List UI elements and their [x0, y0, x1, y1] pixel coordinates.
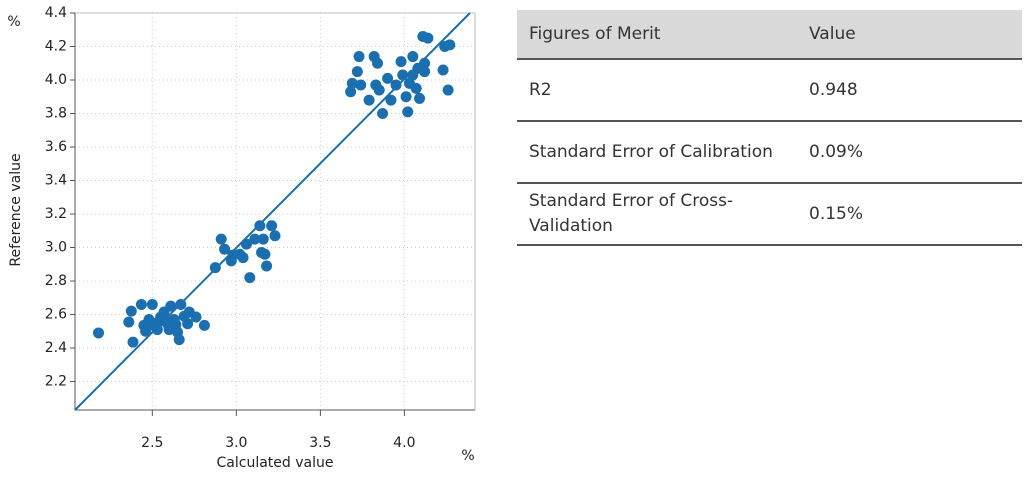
cell: 0.15% [797, 183, 1022, 246]
cell: 0.09% [797, 121, 1022, 184]
point [397, 69, 409, 81]
point [402, 106, 414, 118]
point [209, 262, 221, 274]
point [240, 238, 252, 250]
y-tick-label: 3.8 [45, 106, 67, 122]
header-cell: Value [797, 10, 1022, 60]
cell: R2 [517, 59, 797, 122]
point [190, 311, 202, 323]
chart: Calculated value Reference value % % 2.2… [7, 5, 476, 471]
y-tick-label: 4.4 [45, 5, 67, 21]
y-tick-label: 3.0 [45, 240, 67, 256]
point [419, 66, 431, 78]
x-tick-label: 3.0 [225, 435, 247, 451]
y-tick-label: 3.2 [45, 206, 67, 222]
point [135, 298, 147, 310]
point [382, 72, 394, 84]
row: Standard Error of Cross-Validation 0.15% [517, 183, 1022, 246]
point [198, 319, 210, 331]
y-tick-label: 2.4 [45, 340, 67, 356]
cell: Standard Error of Cross-Validation [517, 183, 797, 246]
point [372, 57, 384, 69]
y-tick-label: 3.4 [45, 173, 67, 189]
point [266, 220, 278, 232]
point [160, 315, 172, 327]
y-axis-label: Reference value [8, 153, 24, 266]
point [400, 91, 412, 103]
point [407, 51, 419, 63]
point [353, 51, 365, 63]
y-tick-label: 4.0 [45, 72, 67, 88]
point [173, 334, 185, 346]
point [219, 243, 231, 255]
point [414, 92, 426, 104]
point [410, 82, 422, 94]
point [151, 324, 163, 336]
header-cell: Figures of Merit [517, 10, 797, 60]
point [257, 233, 269, 245]
point [244, 272, 256, 284]
x-tick-label: 2.5 [141, 435, 163, 451]
point [249, 233, 261, 245]
point [93, 327, 105, 339]
y-tick-label: 2.8 [45, 273, 67, 289]
y-tick-label: 2.2 [45, 374, 67, 390]
point [127, 336, 139, 348]
point [395, 56, 407, 68]
header-row: Figures of Merit Value [517, 10, 1022, 60]
cell: Standard Error of Calibration [517, 121, 797, 184]
y-tick-label: 4.2 [45, 39, 67, 55]
point [170, 319, 182, 331]
point [123, 316, 135, 328]
point [437, 64, 449, 76]
point [442, 84, 454, 96]
point [227, 249, 239, 261]
point [125, 305, 137, 317]
point [165, 300, 177, 312]
point [182, 318, 194, 330]
y-tick-label: 3.6 [45, 139, 67, 155]
x-axis-label: Calculated value [217, 455, 334, 471]
y-tick-label: 2.6 [45, 307, 67, 323]
point [345, 86, 357, 98]
point [346, 77, 358, 89]
point [390, 79, 402, 91]
point [254, 220, 266, 232]
merit-table: Figures of Merit Value R2 0.948 Standard … [517, 10, 1022, 246]
point [444, 39, 456, 51]
row: Standard Error of Calibration 0.09% [517, 121, 1022, 184]
x-unit: % [461, 448, 474, 464]
x-tick-label: 4.0 [393, 435, 415, 451]
point [259, 248, 271, 260]
point [377, 108, 389, 120]
point [407, 69, 419, 81]
cell: 0.948 [797, 59, 1022, 122]
row: R2 0.948 [517, 59, 1022, 122]
y-unit: % [7, 14, 20, 30]
x-tick-label: 3.5 [309, 435, 331, 451]
point [351, 66, 363, 78]
point [175, 298, 187, 310]
point [269, 230, 281, 242]
point [355, 79, 367, 91]
point [215, 233, 227, 245]
point [422, 32, 434, 44]
point [237, 252, 249, 264]
point [363, 94, 375, 106]
point [261, 260, 273, 272]
point [141, 321, 153, 333]
point [146, 298, 158, 310]
point [373, 84, 385, 96]
point [419, 57, 431, 69]
point [385, 94, 397, 106]
